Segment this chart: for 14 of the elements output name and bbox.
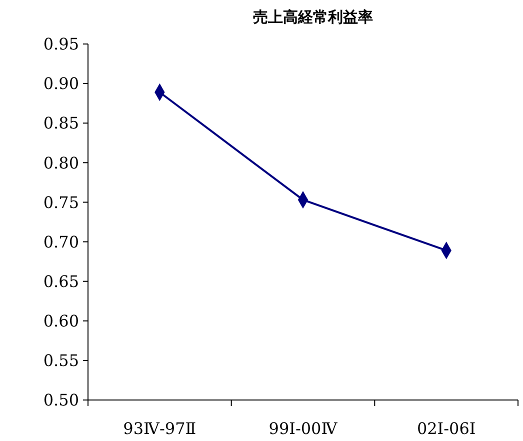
y-tick-label: 0.75 (43, 192, 79, 212)
y-tick-label: 0.80 (43, 153, 79, 172)
y-tick-label: 0.60 (43, 311, 79, 330)
x-tick-label: 93Ⅳ-97Ⅱ (123, 419, 196, 438)
y-tick-label: 0.95 (43, 34, 79, 54)
x-tick-label: 99Ⅰ-00Ⅳ (268, 419, 338, 438)
y-tick-label: 0.70 (43, 232, 79, 252)
x-tick-label: 02Ⅰ-06Ⅰ (416, 419, 476, 438)
y-tick-label: 0.85 (43, 114, 79, 133)
y-tick-label: 0.55 (43, 351, 79, 370)
y-tick-label: 0.50 (43, 390, 79, 410)
y-tick-label: 0.90 (43, 74, 79, 94)
y-tick-label: 0.65 (43, 272, 79, 291)
chart-title: 売上高経常利益率 (253, 8, 373, 26)
